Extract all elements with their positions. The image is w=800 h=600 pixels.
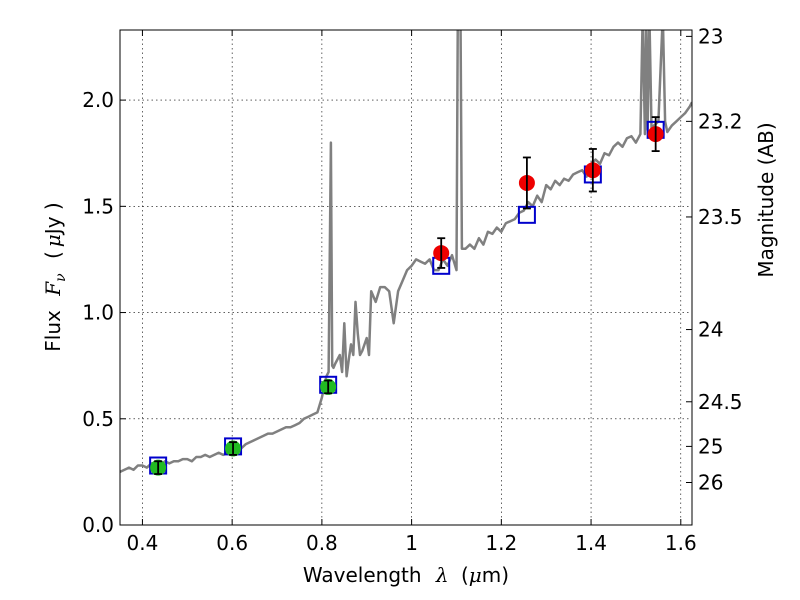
- y2-tick-label: 24: [698, 318, 723, 342]
- ticks: 0.4 0.6 0.8 1 1.2 1.4 1.6 0.0 0.5 1.0 1.5 2.0 26 25 24…: [82, 24, 742, 555]
- y2-tick-label: 23.5: [698, 205, 743, 229]
- y2-tick-label: 24.5: [698, 390, 743, 414]
- y-tick-label: 0.5: [82, 407, 114, 431]
- x-tick-label: 0.4: [127, 531, 159, 555]
- y-axis-label: Flux Fν (μJy ): [41, 202, 70, 351]
- y-tick-label: 1.5: [82, 194, 114, 218]
- y-tick-label: 1.0: [82, 301, 114, 325]
- y2-axis-label: Magnitude (AB): [754, 122, 778, 277]
- x-tick-label: 1.2: [485, 531, 517, 555]
- y2-tick-label: 25: [698, 434, 723, 458]
- grid: [120, 30, 692, 526]
- x-tick-label: 0.8: [306, 531, 338, 555]
- plot-frame: [119, 29, 693, 526]
- y2-tick-label: 26: [698, 471, 723, 495]
- x-tick-label: 1.4: [575, 531, 607, 555]
- y2-tick-label: 23.2: [698, 109, 743, 133]
- x-tick-label: 1.6: [665, 531, 697, 555]
- x-tick-label: 1: [405, 531, 418, 555]
- y-tick-label: 0.0: [82, 513, 114, 537]
- y-tick-label: 2.0: [82, 88, 114, 112]
- model-spectrum-line: [120, 30, 692, 474]
- x-tick-label: 0.6: [216, 531, 248, 555]
- y2-tick-label: 23: [698, 24, 723, 48]
- x-axis-label: Wavelength λ (μm): [303, 563, 509, 587]
- plot-content: [120, 30, 692, 476]
